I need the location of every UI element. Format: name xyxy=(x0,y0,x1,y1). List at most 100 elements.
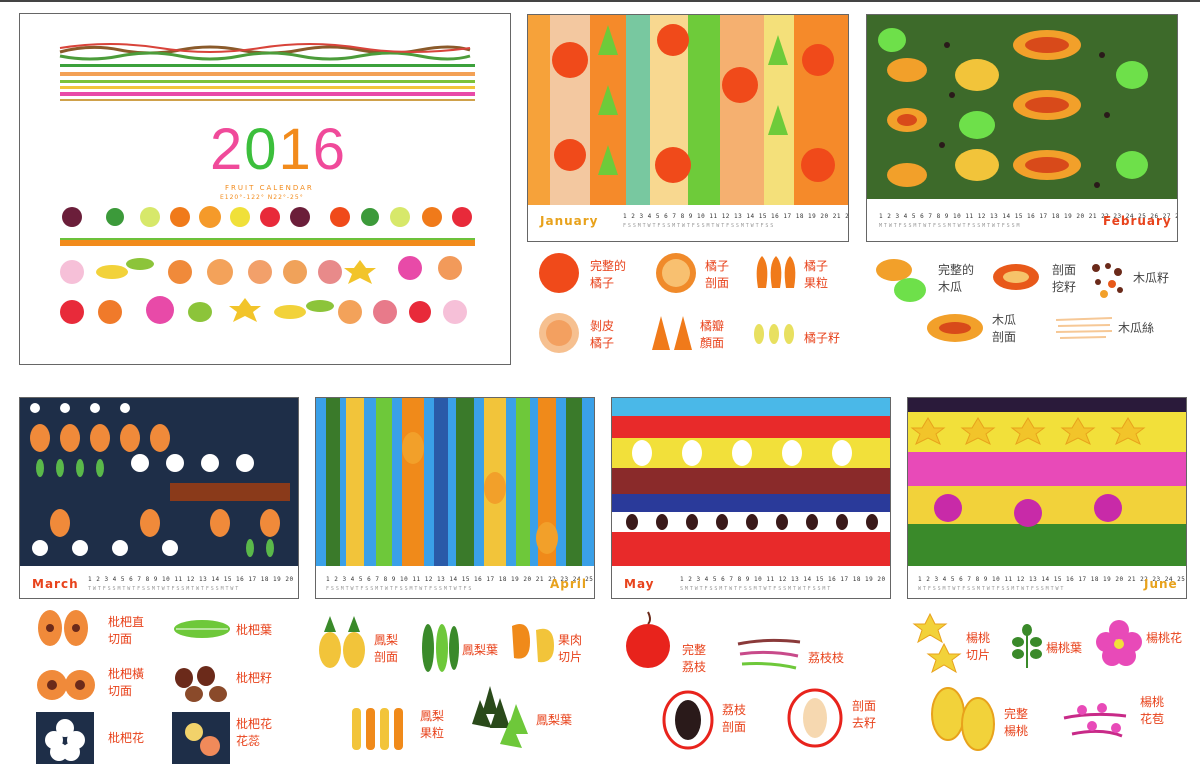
legend-label: 完整的 橘子 xyxy=(590,259,627,290)
legend-label: 楊桃花 xyxy=(1146,631,1183,645)
peeled-orange-icon xyxy=(539,313,579,353)
legend-label: 鳳梨葉 xyxy=(536,713,573,727)
legend-label: 枇杷葉 xyxy=(236,623,273,637)
starfruit-flower-icon xyxy=(1096,620,1142,666)
month-name: April xyxy=(550,577,588,591)
day-numbers: 1 2 3 4 5 6 7 8 9 10 11 12 13 14 15 16 1… xyxy=(879,213,1178,220)
cover-pattern-top xyxy=(59,43,475,101)
weekday-letters: FSSMTWTFSSMTWTFSSMTWTFSSMTWTFS xyxy=(326,586,474,592)
loquat-stamen-icon xyxy=(172,712,230,764)
legend-label: 完整的 木瓜 xyxy=(938,263,975,294)
april-strip: 1 2 3 4 5 6 7 8 9 10 11 12 13 14 15 16 1… xyxy=(316,568,594,598)
legend-label: 木瓜籽 xyxy=(1133,271,1170,285)
orange-pulp-icon xyxy=(756,256,796,288)
day-numbers: 1 2 3 4 5 6 7 8 9 10 11 12 13 14 15 16 1… xyxy=(623,213,849,220)
legend-label: 鳳梨葉 xyxy=(462,643,499,657)
legend-label: 荔枝枝 xyxy=(808,651,845,665)
legend-label: 楊桃 切片 xyxy=(966,631,991,662)
january-strip: January 1 2 3 4 5 6 7 8 9 10 11 12 13 14… xyxy=(528,205,848,239)
legend-label: 枇杷籽 xyxy=(236,671,273,685)
calendar-february: 1 2 3 4 5 6 7 8 9 10 11 12 13 14 15 16 1… xyxy=(866,14,1178,242)
pineapple-leaf-icon xyxy=(422,624,459,672)
loquat-vertical-icon xyxy=(38,610,88,646)
month-name: March xyxy=(32,577,79,591)
month-name: January xyxy=(540,214,599,228)
whole-orange-icon xyxy=(539,253,579,293)
top-rule xyxy=(0,0,1200,2)
cover-fruit-rows xyxy=(60,206,475,324)
orange-section-icon xyxy=(656,253,696,293)
day-numbers: 1 2 3 4 5 6 7 8 9 10 11 12 13 14 15 16 1… xyxy=(680,576,890,583)
starfruit-leaf-icon xyxy=(1012,624,1042,668)
legend-label: 剖面 去籽 xyxy=(852,699,877,730)
orange-seed-icon xyxy=(754,324,794,344)
calendar-january: January 1 2 3 4 5 6 7 8 9 10 11 12 13 14… xyxy=(527,14,849,242)
starfruit-pattern xyxy=(908,398,1186,566)
april-artwork xyxy=(316,398,594,566)
calendar-may: May 1 2 3 4 5 6 7 8 9 10 11 12 13 14 15 … xyxy=(611,397,891,599)
legend-label: 橘瓣 顏面 xyxy=(700,319,725,350)
starfruit-slice-icon xyxy=(912,612,962,674)
legend-label: 完整 荔枝 xyxy=(682,643,707,674)
lychee-pattern xyxy=(612,398,890,566)
legend-label: 鳳梨 剖面 xyxy=(374,633,399,664)
lychee-seedless-icon xyxy=(787,688,843,748)
legend-label: 橘子籽 xyxy=(804,331,841,345)
legend-label: 枇杷花 花蕊 xyxy=(236,717,273,748)
pineapple-pattern xyxy=(326,398,582,566)
january-artwork xyxy=(528,15,848,205)
pineapple-section-icon xyxy=(319,616,365,668)
pineapple-slice-icon xyxy=(512,624,554,663)
march-artwork xyxy=(20,398,298,566)
loquat-seed-icon xyxy=(175,666,227,702)
june-strip: 1 2 3 4 5 6 7 8 9 10 11 12 13 14 15 16 1… xyxy=(908,568,1186,598)
orange-pattern xyxy=(528,15,848,205)
starfruit-bud-icon xyxy=(1063,703,1127,738)
month-name: June xyxy=(1144,577,1178,591)
papaya-seeds-icon xyxy=(1092,263,1123,298)
weekday-letters: WTFSSMTWTFSSMTWTFSSMTWTFSSMTWT xyxy=(918,586,1066,592)
lychee-section-icon xyxy=(662,690,714,750)
day-numbers: 1 2 3 4 5 6 7 8 9 10 11 12 13 14 15 16 1… xyxy=(918,576,1186,583)
legend-label: 楊桃 花苞 xyxy=(1140,695,1165,726)
day-numbers: 1 2 3 4 5 6 7 8 9 10 11 12 13 14 15 16 1… xyxy=(326,576,594,583)
year-digit: 2 xyxy=(210,117,245,182)
cover-card: 2016 FRUIT CALENDAR E120°-122° N22°-25° xyxy=(19,13,511,365)
papaya-shred-icon xyxy=(1056,317,1112,339)
june-artwork xyxy=(908,398,1186,566)
whole-starfruit-icon xyxy=(931,687,995,751)
legend-label: 枇杷橫 切面 xyxy=(108,667,145,698)
weekday-letters: MTWTFSSMTWTFSSMTWTFSSMTWTFSSM xyxy=(879,223,1022,229)
legend-label: 果肉 切片 xyxy=(558,633,583,664)
legend-label: 完整 楊桃 xyxy=(1004,707,1029,738)
legend-label: 楊桃葉 xyxy=(1046,641,1083,655)
pineapple-pulp-icon xyxy=(352,708,403,750)
february-artwork xyxy=(867,15,1177,199)
calendar-april: 1 2 3 4 5 6 7 8 9 10 11 12 13 14 15 16 1… xyxy=(315,397,595,599)
weekday-letters: SMTWTFSSMTWTFSSMTWTFSSMTWTFSSMT xyxy=(680,586,833,592)
may-artwork xyxy=(612,398,890,566)
legend-label: 木瓜 剖面 xyxy=(992,313,1017,344)
calendar-june: 1 2 3 4 5 6 7 8 9 10 11 12 13 14 15 16 1… xyxy=(907,397,1187,599)
month-name: May xyxy=(624,577,655,591)
lychee-branch-icon xyxy=(737,638,801,670)
legend-label: 剝皮 橘子 xyxy=(590,319,615,350)
legend-label: 枇杷直 切面 xyxy=(108,615,145,646)
year-digit: 1 xyxy=(278,117,313,182)
year-digit: 0 xyxy=(244,117,279,182)
calendar-march: March 1 2 3 4 5 6 7 8 9 10 11 12 13 14 1… xyxy=(19,397,299,599)
weekday-letters: TWTFSSMTWTFSSMTWTFSSMTWTFSSMTWT xyxy=(88,586,241,592)
legend-label: 荔枝 剖面 xyxy=(722,703,747,734)
month-name: February xyxy=(1103,214,1172,228)
cover-coords: E120°-122° N22°-25° xyxy=(220,194,304,201)
weekday-letters: FSSMTWTFSSMTWTFSSMTWTFSSMTWTFSS xyxy=(623,223,776,229)
march-strip: March 1 2 3 4 5 6 7 8 9 10 11 12 13 14 1… xyxy=(20,568,298,598)
loquat-cross-icon xyxy=(37,670,95,700)
loquat-flower-icon xyxy=(36,712,94,764)
pineapple-crown-icon xyxy=(472,686,528,748)
whole-papaya-icon xyxy=(876,259,926,302)
loquat-leaf-icon xyxy=(174,620,230,638)
cover-subtitle: FRUIT CALENDAR xyxy=(225,184,314,192)
legend-label: 枇杷花 xyxy=(108,731,145,745)
papaya-section-icon xyxy=(927,314,983,342)
